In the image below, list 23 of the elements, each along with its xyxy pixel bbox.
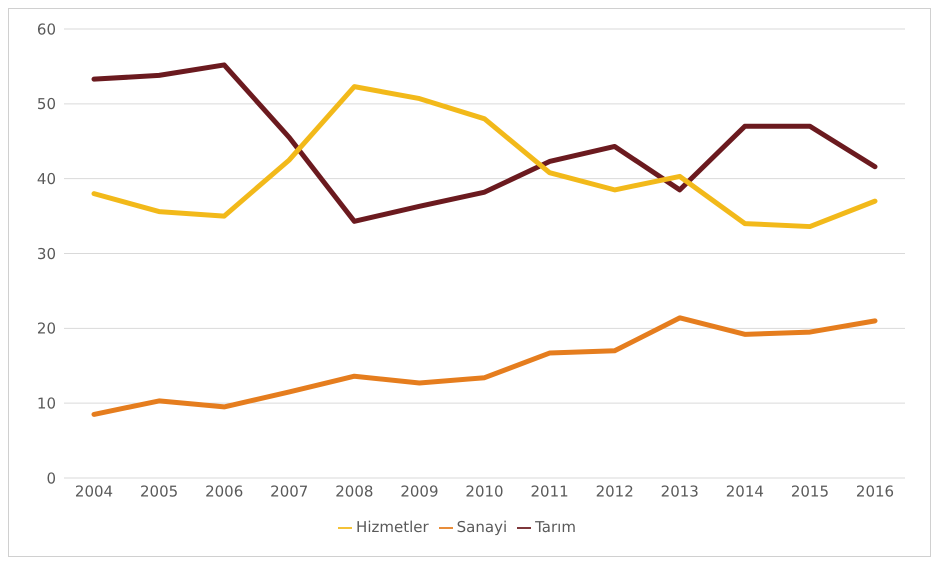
x-tick-label: 2012 <box>596 482 634 501</box>
y-tick-label: 60 <box>36 20 56 38</box>
y-tick-label: 10 <box>36 394 56 412</box>
x-tick-label: 2015 <box>790 482 830 501</box>
x-tick-label: 2011 <box>530 482 569 501</box>
x-tick-label: 2007 <box>270 482 308 501</box>
legend-label: Sanayi <box>456 518 508 536</box>
legend-label: Tarım <box>535 518 576 536</box>
x-tick-label: 2004 <box>74 482 114 501</box>
y-tick-label: 30 <box>36 244 56 263</box>
x-tick-label: 2008 <box>335 482 374 501</box>
x-tick-label: 2006 <box>205 482 244 501</box>
x-tick-label: 2016 <box>856 482 894 501</box>
y-tick-label: 0 <box>46 469 56 488</box>
x-tick-label: 2005 <box>140 482 178 501</box>
x-tick-label: 2010 <box>465 482 504 501</box>
y-tick-label: 40 <box>36 170 56 188</box>
x-tick-label: 2014 <box>726 482 764 501</box>
y-tick-label: 20 <box>36 320 56 338</box>
x-tick-label: 2013 <box>660 482 699 501</box>
legend-label: Hizmetler <box>356 518 429 536</box>
y-tick-label: 50 <box>36 95 56 114</box>
x-tick-label: 2009 <box>400 482 439 501</box>
